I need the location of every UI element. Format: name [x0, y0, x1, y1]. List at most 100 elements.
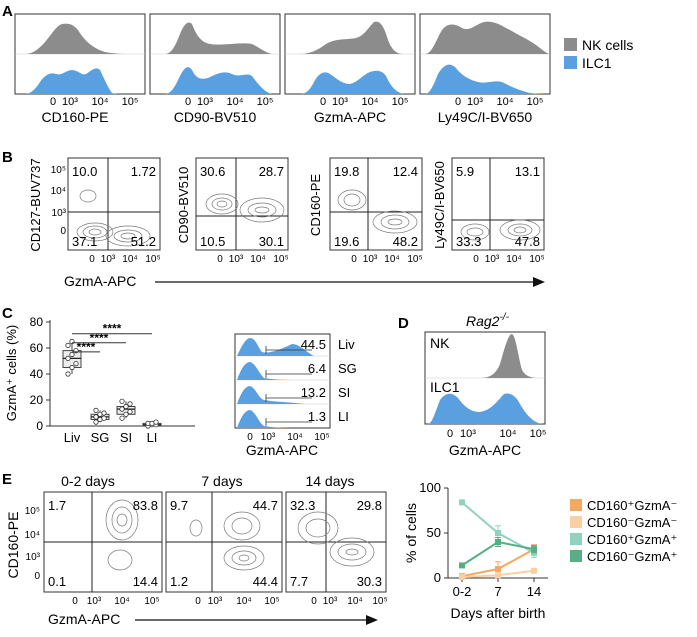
x-tick: 0: [311, 596, 317, 607]
x-axis-label: Ly49C/I-BV650: [438, 109, 533, 125]
ilc1-histogram: [428, 393, 542, 424]
plot-title: 7 days: [201, 473, 242, 489]
quadrant-ur: 1.72: [131, 164, 156, 179]
data-point: [93, 419, 99, 425]
data-point: [119, 406, 125, 412]
x-tick: 10⁴: [506, 254, 521, 265]
x-tick: 10³: [101, 254, 116, 265]
panel-label-b: B: [2, 149, 13, 166]
panel-label-e: E: [2, 471, 12, 488]
x-tick: 10⁴: [250, 254, 265, 265]
panel-a-hist-3: 0 10³ 10⁴ 10⁵ GzmA-APC: [284, 13, 416, 125]
x-tick: 10³: [261, 432, 276, 443]
legend-swatch: [570, 550, 582, 562]
quadrant-ul: 5.9: [456, 164, 474, 179]
y-tick-label: 0: [36, 419, 43, 433]
legend-swatch-nk: [564, 38, 577, 51]
quadrant-ur: 12.4: [393, 164, 418, 179]
x-tick: 10⁴: [92, 96, 109, 108]
x-tick: 10⁵: [273, 254, 288, 265]
quadrant-ul: 30.6: [200, 164, 225, 179]
x-tick: 10⁵: [264, 596, 279, 607]
data-point: [459, 562, 465, 569]
hist-sg: [237, 362, 300, 380]
x-tick: 10⁴: [287, 432, 302, 443]
y-tick: 0: [34, 571, 40, 582]
quadrant-ul: 19.8: [334, 164, 359, 179]
plot-frame: [67, 157, 161, 251]
x-tick: 10³: [87, 596, 102, 607]
gate-markers: [265, 346, 312, 426]
y-tick-label: 40: [30, 367, 44, 381]
x-axis-label: GzmA-APC: [246, 442, 318, 458]
panel-b-plot-3: 19.8 12.4 19.6 48.2 0 10³ 10⁴ 10⁵ CD160-…: [308, 157, 423, 265]
significance-stars: ****: [77, 340, 96, 354]
quadrant-lr: 14.4: [133, 574, 158, 589]
nk-histogram: [165, 22, 272, 54]
tissue-label: SI: [338, 385, 350, 400]
data-point: [459, 574, 465, 581]
x-tick: 10⁴: [384, 254, 399, 265]
data-point: [101, 415, 107, 421]
panel-e-x-axis-label: GzmA-APC: [48, 611, 120, 627]
quadrant-ur: 28.7: [259, 164, 284, 179]
panel-label-a: A: [2, 3, 13, 20]
x-tick: 10³: [467, 96, 483, 108]
plot-frame: [195, 157, 289, 251]
contour-plot: [297, 511, 375, 567]
quadrant-ll: 0.1: [48, 574, 66, 589]
data-point: [127, 409, 133, 415]
significance-stars: ****: [103, 322, 122, 336]
legend-swatch: [570, 516, 582, 528]
plot-title: 0-2 days: [61, 473, 115, 489]
x-tick: 0: [473, 254, 479, 265]
y-tick: 10³: [52, 208, 67, 219]
data-point: [65, 371, 71, 377]
data-point: [93, 407, 99, 413]
data-point: [93, 414, 99, 420]
x-tick: 0: [72, 596, 78, 607]
x-tick-label: LI: [147, 430, 158, 445]
data-point: [119, 398, 125, 404]
panel-b-plot-4: 5.9 13.1 33.3 47.8 0 10³ 10⁴ 10⁵ Ly49C/I…: [432, 157, 545, 265]
quadrant-lr: 30.3: [357, 574, 382, 589]
hist-liv: [237, 338, 314, 356]
quadrant-lr: 48.2: [393, 234, 418, 249]
quadrant-ur: 44.7: [253, 498, 278, 513]
quadrant-ur: 29.8: [357, 498, 382, 513]
plot-frame: [451, 157, 545, 251]
quadrant-lr: 30.1: [259, 234, 284, 249]
nk-label: NK: [430, 335, 450, 351]
nk-histogram: [300, 21, 404, 54]
y-axis-label: CD160-PE: [308, 174, 323, 236]
y-axis-label: GzmA⁺ cells (%): [4, 325, 19, 421]
legend-swatch: [570, 499, 582, 511]
y-tick: 10⁴: [25, 530, 40, 541]
x-tick-label: SG: [91, 430, 110, 445]
y-tick-label: 50: [427, 525, 441, 540]
tissue-label: LI: [338, 409, 349, 424]
x-tick: 10³: [208, 596, 223, 607]
panel-a-legend: NK cells ILC1: [564, 37, 633, 71]
data-point: [153, 419, 159, 425]
x-tick: 0: [351, 254, 357, 265]
data-point: [123, 403, 129, 410]
data-point: [495, 572, 501, 579]
quadrant-ll: 37.1: [72, 234, 97, 249]
nk-histogram: [25, 23, 130, 54]
x-tick: 0: [195, 596, 201, 607]
x-axis-label: GzmA-APC: [314, 109, 386, 125]
x-tick: 10⁵: [392, 96, 409, 108]
x-tick: 10⁴: [500, 428, 517, 440]
gate-value: 6.4: [308, 361, 326, 376]
x-tick: 0: [455, 96, 461, 108]
x-tick-label: 14: [527, 584, 541, 599]
ilc1-histogram: [165, 67, 272, 94]
panel-e-y-axis-label: CD160-PE: [5, 512, 21, 579]
data-point: [65, 342, 71, 348]
x-tick: 0: [447, 428, 453, 440]
x-tick-label: 0-2: [453, 584, 472, 599]
x-tick: 10³: [197, 96, 213, 108]
panel-e-plot-2: 7 days 9.7 44.7 1.2 44.4 0 10³ 10⁴ 10⁵: [165, 473, 283, 607]
